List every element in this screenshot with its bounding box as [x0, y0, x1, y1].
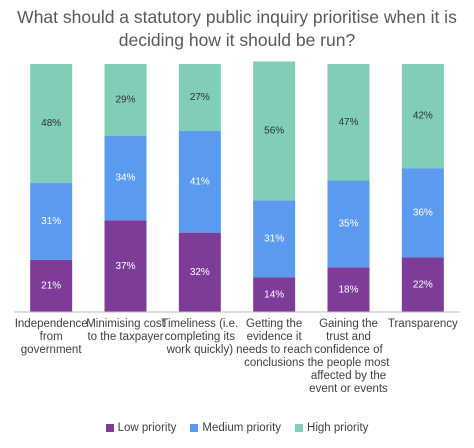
bar-segment [178, 64, 221, 131]
data-label: 21% [41, 281, 61, 292]
data-label: 29% [115, 95, 135, 106]
legend-swatch [190, 424, 199, 432]
bar-segment [253, 200, 296, 278]
bar-segment [104, 64, 147, 136]
data-label: 31% [41, 216, 61, 227]
data-label: 22% [413, 279, 433, 290]
data-label: 35% [338, 219, 358, 230]
data-label: 47% [338, 117, 358, 128]
data-label: 14% [264, 289, 284, 300]
x-tick-label: Minimising cost to the taxpayer [86, 318, 165, 343]
bar-segment [30, 64, 73, 184]
x-tick-label: Getting the evidence it needs to reach c… [236, 318, 313, 369]
legend-label: High priority [307, 422, 369, 434]
bar-segment [401, 168, 444, 258]
data-label: 34% [115, 173, 135, 184]
bar-segment [104, 220, 147, 312]
x-tick-label: Gaining the trust and confidence of the … [307, 318, 390, 395]
legend-item: High priority [295, 422, 368, 434]
bar-segment [104, 135, 147, 221]
data-label: 42% [413, 111, 433, 122]
data-label: 41% [190, 176, 210, 187]
bar-segment [401, 257, 444, 312]
data-label: 27% [190, 92, 210, 103]
legend-swatch [105, 424, 114, 432]
legend: Low priority Medium priority High priority [0, 422, 474, 434]
data-label: 56% [264, 126, 284, 137]
x-tick-label: Independence from government [14, 318, 88, 356]
chart-title: What should a statutory public inquiry p… [17, 7, 457, 50]
bar-segment [327, 267, 370, 312]
bar-segment [178, 232, 221, 312]
legend-swatch [295, 424, 304, 432]
legend-item: Medium priority [190, 422, 281, 434]
bar-segment [30, 183, 73, 260]
legend-label: Low priority [117, 422, 177, 434]
bar-segment [253, 61, 296, 201]
data-label: 37% [115, 261, 135, 272]
x-tick-label: Transparency [387, 318, 458, 330]
legend-item: Low priority [105, 422, 177, 434]
data-label: 36% [413, 207, 433, 218]
bar-segment [327, 64, 370, 181]
data-label: 32% [190, 267, 210, 278]
data-label: 48% [41, 118, 61, 129]
x-tick-label: Timeliness (i.e. completing its work qui… [161, 318, 239, 356]
data-label: 31% [264, 233, 284, 244]
bar-segment [401, 64, 444, 169]
bar-segment [327, 180, 370, 268]
bar-segment [30, 259, 73, 312]
bar-segment [253, 277, 296, 312]
data-label: 18% [338, 284, 358, 295]
bar-segment [178, 130, 221, 233]
legend-label: Medium priority [202, 422, 282, 434]
